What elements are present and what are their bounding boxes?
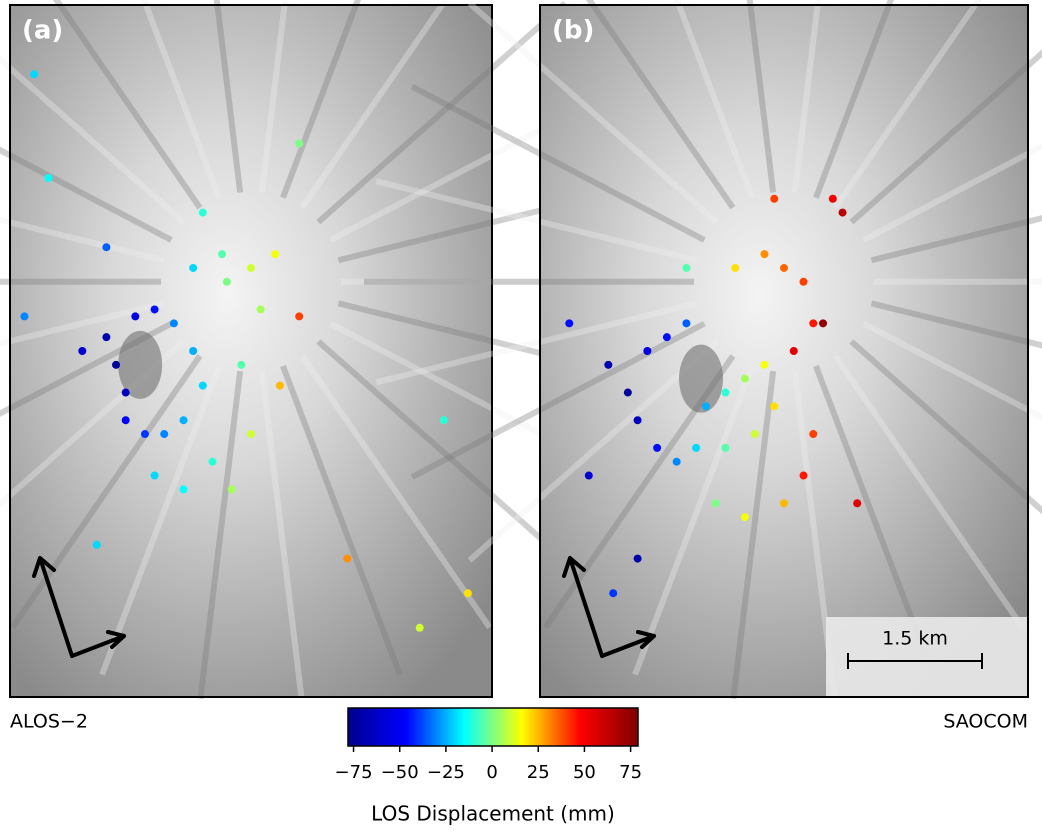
colorbar-tick-label: −25 (427, 762, 465, 783)
displacement-point (180, 485, 188, 493)
displacement-point (180, 416, 188, 424)
displacement-point (416, 624, 424, 632)
displacement-point (653, 444, 661, 452)
displacement-point (770, 402, 778, 410)
displacement-point (141, 430, 149, 438)
displacement-point (800, 472, 808, 480)
colorbar-label: LOS Displacement (mm) (371, 802, 615, 826)
displacement-point (440, 416, 448, 424)
displacement-point (247, 430, 255, 438)
displacement-point (829, 195, 837, 203)
displacement-point (151, 472, 159, 480)
displacement-point (634, 416, 642, 424)
displacement-point (624, 389, 632, 397)
displacement-point (809, 430, 817, 438)
displacement-point (721, 444, 729, 452)
displacement-point (20, 312, 28, 320)
colorbar-tick-label: 50 (573, 762, 596, 783)
displacement-point (839, 209, 847, 217)
displacement-point (160, 430, 168, 438)
displacement-point (122, 416, 130, 424)
displacement-point (565, 319, 573, 327)
displacement-point (276, 382, 284, 390)
displacement-point (770, 195, 778, 203)
colorbar-tick-label: 0 (486, 762, 497, 783)
displacement-point (712, 499, 720, 507)
displacement-point (122, 389, 130, 397)
displacement-point (790, 347, 798, 355)
displacement-point (741, 513, 749, 521)
displacement-point (609, 589, 617, 597)
displacement-point (223, 278, 231, 286)
displacement-point (102, 333, 110, 341)
colorbar (348, 708, 638, 746)
displacement-point (800, 278, 808, 286)
displacement-point (45, 174, 53, 182)
displacement-point (604, 361, 612, 369)
displacement-point (199, 209, 207, 217)
displacement-point (237, 361, 245, 369)
displacement-point (702, 402, 710, 410)
displacement-point (295, 139, 303, 147)
panel-label: (b) (552, 16, 594, 46)
crater (679, 345, 723, 413)
colorbar-tick-label: 75 (619, 762, 642, 783)
colorbar-tick-label: −75 (335, 762, 373, 783)
panels: (a) (b) (0, 0, 1042, 699)
displacement-point (170, 319, 178, 327)
displacement-point (78, 347, 86, 355)
displacement-point (189, 347, 197, 355)
displacement-point (189, 264, 197, 272)
displacement-point (682, 319, 690, 327)
displacement-point (682, 264, 690, 272)
displacement-point (780, 499, 788, 507)
displacement-point (760, 361, 768, 369)
displacement-point (218, 250, 226, 258)
displacement-point (131, 312, 139, 320)
displacement-point (673, 458, 681, 466)
displacement-point (741, 375, 749, 383)
displacement-point (295, 312, 303, 320)
displacement-point (721, 389, 729, 397)
displacement-point (780, 264, 788, 272)
displacement-point (692, 444, 700, 452)
displacement-point (343, 555, 351, 563)
colorbar-tick-label: 25 (527, 762, 550, 783)
displacement-point (93, 541, 101, 549)
displacement-point (634, 555, 642, 563)
displacement-point (464, 589, 472, 597)
scale-label: 1.5 km (882, 628, 948, 650)
displacement-point (751, 430, 759, 438)
displacement-point (151, 305, 159, 313)
displacement-point (271, 250, 279, 258)
displacement-point (760, 250, 768, 258)
displacement-point (643, 347, 651, 355)
colorbar-tick-label: −50 (381, 762, 419, 783)
displacement-point (208, 458, 216, 466)
displacement-point (819, 319, 827, 327)
displacement-point (853, 499, 861, 507)
panel-label: (a) (22, 16, 63, 46)
displacement-point (663, 333, 671, 341)
displacement-point (809, 319, 817, 327)
displacement-point (30, 70, 38, 78)
sensor-label: ALOS−2 (10, 711, 88, 733)
displacement-point (247, 264, 255, 272)
displacement-point (585, 472, 593, 480)
figure: (a) (b) LOS Displacement (mm) −75 −50 −25 0 2… (0, 0, 1042, 838)
displacement-point (199, 382, 207, 390)
displacement-point (112, 361, 120, 369)
displacement-point (731, 264, 739, 272)
sensor-label: SAOCOM (943, 711, 1028, 733)
displacement-point (228, 485, 236, 493)
displacement-point (102, 243, 110, 251)
displacement-point (257, 305, 265, 313)
